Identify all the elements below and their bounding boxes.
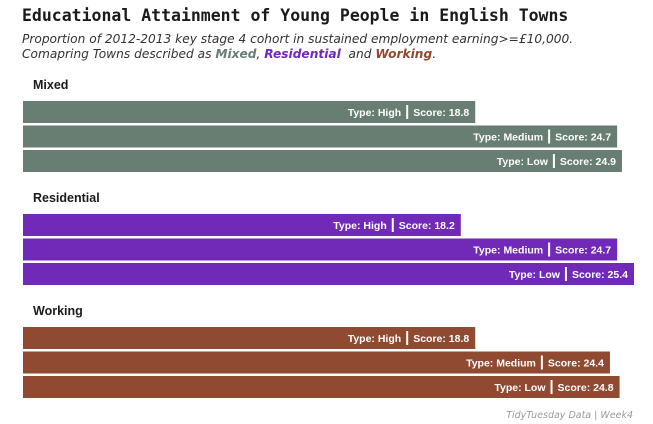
bar-working-high [23, 327, 476, 349]
bar-label-score: Score: 24.7 [555, 131, 611, 143]
bar-residential-high [23, 214, 461, 236]
group-label-mixed: Mixed [33, 78, 68, 92]
chart-subtitle-line2: Comapring Towns described as Mixed, Resi… [22, 47, 436, 61]
subtitle-keyword-working: Working [375, 47, 433, 61]
bar-label-type: Type: Medium [473, 244, 543, 256]
subtitle-prefix: Comapring Towns described as [22, 47, 216, 61]
bar-label-type: Type: Medium [466, 357, 536, 369]
chart-caption: TidyTuesday Data | Week4 [506, 410, 633, 421]
bar-label-score: Score: 24.8 [558, 382, 614, 394]
bar-label-score: Score: 18.2 [399, 220, 455, 232]
bar-label-score: Score: 18.8 [413, 107, 469, 119]
bar-working-low [23, 376, 620, 398]
bar-label-type: Type: Low [497, 156, 549, 168]
group-label-residential: Residential [33, 191, 100, 205]
bar-mixed-high [23, 101, 476, 123]
bar-working-medium [23, 351, 610, 374]
bar-label-score: Score: 24.9 [560, 156, 616, 168]
bar-residential-low [23, 263, 634, 285]
bar-label-type: Type: Medium [473, 131, 543, 143]
bar-label-type: Type: High [333, 220, 386, 232]
subtitle-keyword-mixed: Mixed [215, 47, 257, 61]
bar-label-type: Type: Low [509, 269, 561, 281]
subtitle-and: and [340, 47, 376, 61]
group-label-working: Working [33, 304, 83, 318]
bar-label-type: Type: High [348, 333, 401, 345]
bar-label-score: Score: 24.4 [548, 357, 604, 369]
bar-residential-medium [23, 238, 618, 261]
bar-label-type: Type: High [348, 107, 401, 119]
bar-label-score: Score: 25.4 [572, 269, 628, 281]
subtitle-keyword-residential: Residential [264, 47, 341, 61]
chart-subtitle-line1: Proportion of 2012-2013 key stage 4 coho… [22, 32, 574, 46]
subtitle-separator: , [256, 47, 265, 61]
bar-mixed-medium [23, 125, 618, 148]
chart-title: Educational Attainment of Young People i… [22, 6, 569, 25]
subtitle-end: . [432, 47, 437, 61]
bar-mixed-low [23, 150, 622, 172]
bar-label-score: Score: 18.8 [413, 333, 469, 345]
bar-label-type: Type: Low [494, 382, 546, 394]
bar-label-score: Score: 24.7 [555, 244, 611, 256]
